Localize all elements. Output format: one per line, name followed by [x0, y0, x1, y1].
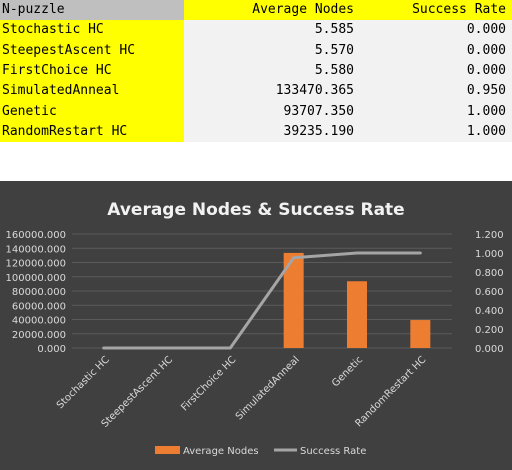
table-cell[interactable]: Genetic	[0, 101, 184, 122]
header-cell[interactable]: Average Nodes	[184, 0, 360, 21]
bar[interactable]	[410, 320, 431, 348]
legend[interactable]: Average Nodes Success Rate	[155, 446, 366, 457]
y-left-tick-label: 0.000	[37, 344, 66, 355]
table-row: Genetic 93707.350 1.000	[0, 101, 512, 122]
y-right-tick-label: 1.200	[475, 230, 504, 241]
success-rate-line[interactable]	[102, 251, 422, 350]
y-right-tick-label: 0.600	[475, 287, 504, 298]
header-cell[interactable]: Success Rate	[360, 0, 512, 21]
table-cell[interactable]: 39235.190	[184, 121, 360, 143]
line-series	[102, 251, 422, 350]
table-header-row: N-puzzle Average Nodes Success Rate	[0, 0, 512, 21]
header-cell[interactable]: N-puzzle	[0, 0, 184, 21]
y-right-tick-label: 1.000	[475, 249, 504, 260]
x-tick-label: RandomRestart HC	[353, 354, 428, 429]
x-tick-label: Genetic	[330, 354, 365, 389]
legend-label[interactable]: Average Nodes	[183, 446, 259, 457]
table-cell[interactable]: 0.000	[360, 60, 512, 82]
x-tick-label: SimulatedAnneal	[234, 354, 302, 422]
bar-series	[93, 252, 431, 348]
data-table: N-puzzle Average Nodes Success Rate Stoc…	[0, 0, 512, 143]
table-cell[interactable]: 0.000	[360, 20, 512, 41]
legend-swatch-bar	[155, 446, 180, 454]
y-right-tick-label: 0.200	[475, 325, 504, 336]
x-tick-label: Stochastic HC	[55, 354, 112, 411]
table-row: FirstChoice HC 5.580 0.000	[0, 60, 512, 82]
y-left-tick-label: 80000.000	[12, 287, 66, 298]
table-cell[interactable]: 5.570	[184, 40, 360, 61]
table-row: Stochastic HC 5.585 0.000	[0, 20, 512, 41]
table-cell[interactable]: FirstChoice HC	[0, 60, 184, 82]
table-cell[interactable]: 93707.350	[184, 101, 360, 122]
table-cell[interactable]: RandomRestart HC	[0, 121, 184, 143]
table-cell[interactable]: 1.000	[360, 101, 512, 122]
y-left-tick-label: 40000.000	[12, 316, 66, 327]
y-left-tick-label: 20000.000	[12, 330, 66, 341]
table-cell[interactable]: 1.000	[360, 121, 512, 143]
table-row: RandomRestart HC 39235.190 1.000	[0, 121, 512, 143]
table-cell[interactable]: Stochastic HC	[0, 20, 184, 41]
table-row: SteepestAscent HC 5.570 0.000	[0, 40, 512, 61]
x-tick-label: SteepestAscent HC	[100, 354, 176, 430]
chart-canvas: Average Nodes & Success Rate 0.000 20000.…	[6, 200, 504, 457]
y-left-tick-label: 100000.000	[6, 273, 66, 284]
y-right-tick-label: 0.000	[475, 344, 504, 355]
table-cell[interactable]: 5.580	[184, 60, 360, 82]
y-left-tick-label: 120000.000	[6, 259, 66, 270]
y-left-tick-label: 60000.000	[12, 301, 66, 312]
chart-title: Average Nodes & Success Rate	[107, 200, 404, 220]
table-cell[interactable]: SteepestAscent HC	[0, 40, 184, 61]
bar[interactable]	[283, 252, 304, 348]
table-cell[interactable]: 5.585	[184, 20, 360, 41]
x-tick-label: FirstChoice HC	[179, 354, 238, 413]
y-left-tick-label: 160000.000	[6, 230, 66, 241]
table-cell[interactable]: SimulatedAnneal	[0, 81, 184, 102]
gridlines	[72, 233, 452, 349]
table-row: SimulatedAnneal 133470.365 0.950	[0, 81, 512, 102]
bar[interactable]	[347, 281, 367, 348]
table-cell[interactable]: 0.950	[360, 81, 512, 102]
table-cell[interactable]: 0.000	[360, 40, 512, 61]
y-right-tick-label: 0.800	[475, 268, 504, 279]
combo-chart[interactable]: Average Nodes & Success Rate 0.000 20000.…	[0, 181, 512, 470]
table-cell[interactable]: 133470.365	[184, 81, 360, 102]
y-right-tick-label: 0.400	[475, 306, 504, 317]
legend-label[interactable]: Success Rate	[300, 446, 366, 457]
y-left-tick-label: 140000.000	[6, 244, 66, 255]
